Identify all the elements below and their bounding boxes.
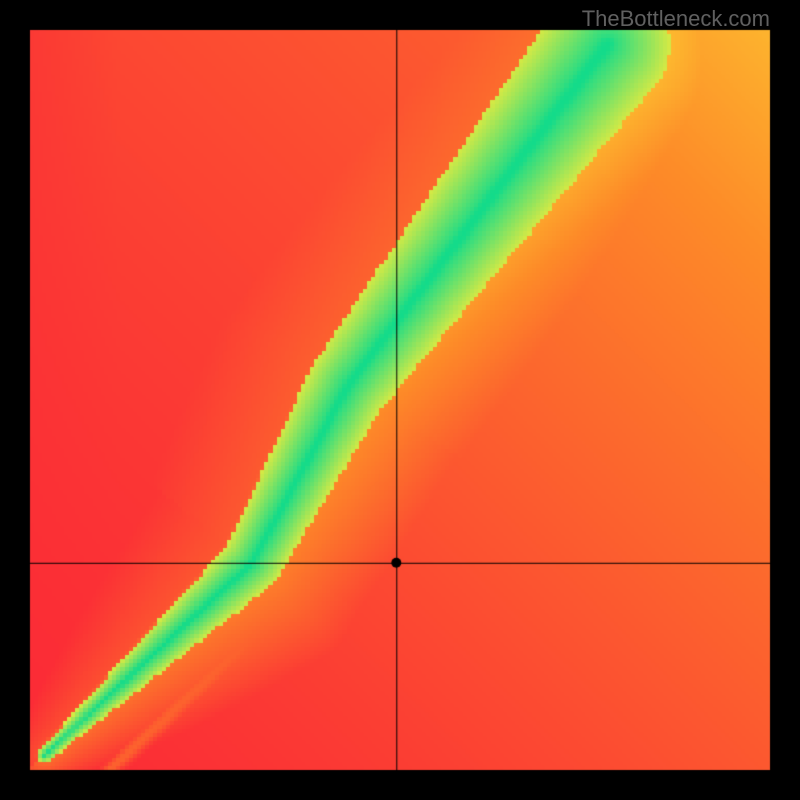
heatmap-canvas [0,0,800,800]
chart-container: TheBottleneck.com [0,0,800,800]
watermark-text: TheBottleneck.com [582,6,770,32]
